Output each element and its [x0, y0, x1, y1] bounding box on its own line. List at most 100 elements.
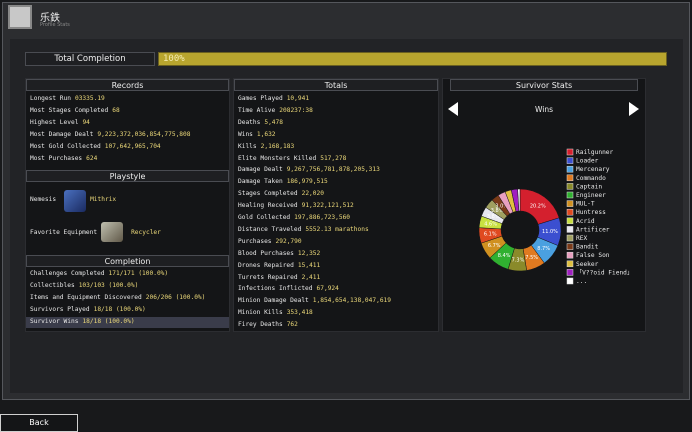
stat-label: Items and Equipment Discovered	[30, 293, 142, 301]
stat-value: 5,478	[264, 118, 283, 126]
stat-value: 94	[82, 118, 90, 126]
stat-label: Gold Collected	[238, 214, 291, 221]
stat-row: Most Gold Collected 107,642,965,704	[30, 143, 161, 150]
stat-row: Gold Collected 197,886,723,560	[238, 214, 350, 221]
stat-value: 186,979,515	[286, 178, 328, 186]
row-highlight	[26, 317, 229, 328]
equipment-icon	[101, 222, 123, 242]
slice-label: 3.8%	[487, 214, 500, 220]
legend-swatch	[566, 217, 574, 225]
legend-swatch	[566, 208, 574, 216]
legend-label: REX	[576, 235, 587, 242]
completion-value: 100%	[163, 54, 185, 64]
stat-value: 22,020	[301, 190, 324, 198]
slice-label: 4.6%	[484, 222, 497, 228]
records-title: Records	[26, 79, 229, 91]
stat-row: Most Damage Dealt 9,223,372,036,854,775,8…	[30, 131, 190, 138]
stat-value: 2,168,183	[260, 142, 295, 150]
stat-row: Elite Monsters Killed 517,278	[238, 155, 346, 162]
back-button[interactable]: Back	[0, 414, 78, 432]
slice-label: 7.3%	[512, 257, 525, 263]
stat-label: Most Damage Dealt	[30, 130, 94, 138]
playstyle-title: Playstyle	[26, 170, 229, 182]
legend-swatch	[566, 165, 574, 173]
stat-row: Challenges Completed 171/171 (100.0%)	[30, 270, 168, 277]
stat-label: Longest Run	[30, 95, 71, 102]
stat-row: Games Played 10,941	[238, 95, 309, 102]
slice-label: 3.0%	[495, 204, 508, 210]
stat-row: Blood Purchases 12,352	[238, 250, 320, 257]
completion-label: Total Completion	[25, 52, 155, 66]
stat-label: Games Played	[238, 95, 283, 102]
stat-row: Distance Traveled 5552.13 marathons	[238, 226, 369, 233]
stat-row: Kills 2,168,183	[238, 143, 294, 150]
totals-title: Totals	[234, 79, 438, 91]
stat-value: 208237:38	[279, 106, 313, 114]
stat-value: 1,854,654,138,047,619	[312, 297, 392, 305]
stat-value: 107,642,965,704	[104, 142, 161, 150]
stat-label: Stages Completed	[238, 190, 298, 198]
legend-label: Loader	[576, 158, 599, 165]
stat-row: Minion Damage Dealt 1,854,654,138,047,619	[238, 297, 391, 304]
stat-value: Recycler	[131, 229, 161, 236]
stat-value: Mithrix	[90, 196, 117, 203]
stat-value: 12,352	[297, 249, 321, 257]
pie-slice	[517, 188, 521, 212]
stat-row: Deaths 5,478	[238, 119, 283, 126]
stat-row: Most Stages Completed 68	[30, 107, 120, 114]
stat-value: 517,278	[320, 154, 347, 162]
stat-value: 10,941	[286, 95, 310, 102]
stat-value: 624	[86, 154, 98, 162]
slice-label: 8.7%	[537, 246, 550, 252]
legend-label: Artificer	[576, 226, 610, 233]
prev-arrow[interactable]	[448, 102, 458, 116]
stat-label: Collectibles	[30, 281, 75, 289]
stat-value: 292,790	[275, 237, 302, 245]
legend-swatch	[566, 191, 574, 199]
stat-value: 197,886,723,560	[294, 214, 351, 221]
stat-row: Survivor Wins 18/18 (100.0%)	[30, 318, 135, 325]
legend-swatch	[566, 251, 574, 259]
stat-label: Purchases	[238, 237, 272, 245]
stat-label: Most Stages Completed	[30, 106, 109, 114]
stat-selector[interactable]: Wins	[535, 105, 553, 114]
legend-swatch	[566, 260, 574, 268]
slice-label: 6.7%	[488, 243, 501, 249]
stat-label: Wins	[238, 130, 253, 138]
stat-row: Firey Deaths 762	[238, 321, 298, 328]
stat-label: Deaths	[238, 118, 261, 126]
stat-value: 15,411	[297, 261, 321, 269]
legend-swatch	[566, 269, 574, 276]
stat-row: Highest Level 94	[30, 119, 90, 126]
stat-value: 18/18 (100.0%)	[93, 305, 146, 313]
legend-label: Captain	[576, 183, 602, 190]
stat-value: 68	[112, 106, 120, 114]
legend-label: Huntress	[576, 209, 606, 216]
legend-label: Commando	[576, 175, 606, 182]
stat-label: Damage Taken	[238, 178, 283, 186]
stat-label: Most Purchases	[30, 154, 83, 162]
nemesis-icon	[64, 190, 86, 212]
legend-swatch	[566, 174, 574, 182]
legend-swatch	[566, 157, 574, 164]
legend-swatch	[566, 243, 574, 250]
stat-label: Nemesis	[30, 196, 57, 203]
stat-label: Minion Kills	[238, 309, 283, 317]
next-arrow[interactable]	[629, 102, 639, 116]
profile-title: 乐鉄	[40, 13, 60, 24]
stat-row: Drones Repaired 15,411	[238, 262, 320, 269]
stat-value: 91,322,121,512	[301, 202, 354, 210]
stat-value: 206/206 (100.0%)	[145, 293, 206, 301]
legend-label: Bandit	[576, 244, 599, 251]
stat-row: Favorite Equipment Recycler	[30, 229, 161, 236]
legend-label: Railgunner	[576, 149, 614, 156]
stat-value: 2,411	[301, 273, 321, 281]
stat-label: Turrets Repaired	[238, 273, 298, 281]
slice-label: 6.1%	[484, 232, 497, 238]
stat-label: Infections Inflicted	[238, 285, 313, 293]
stat-row: Damage Taken 186,979,515	[238, 178, 328, 185]
stat-row: Survivors Played 18/18 (100.0%)	[30, 306, 146, 313]
stat-label: Kills	[238, 142, 257, 150]
legend-label: 「V??oid Fiend」	[576, 269, 633, 276]
stat-row: Most Purchases 624	[30, 155, 97, 162]
